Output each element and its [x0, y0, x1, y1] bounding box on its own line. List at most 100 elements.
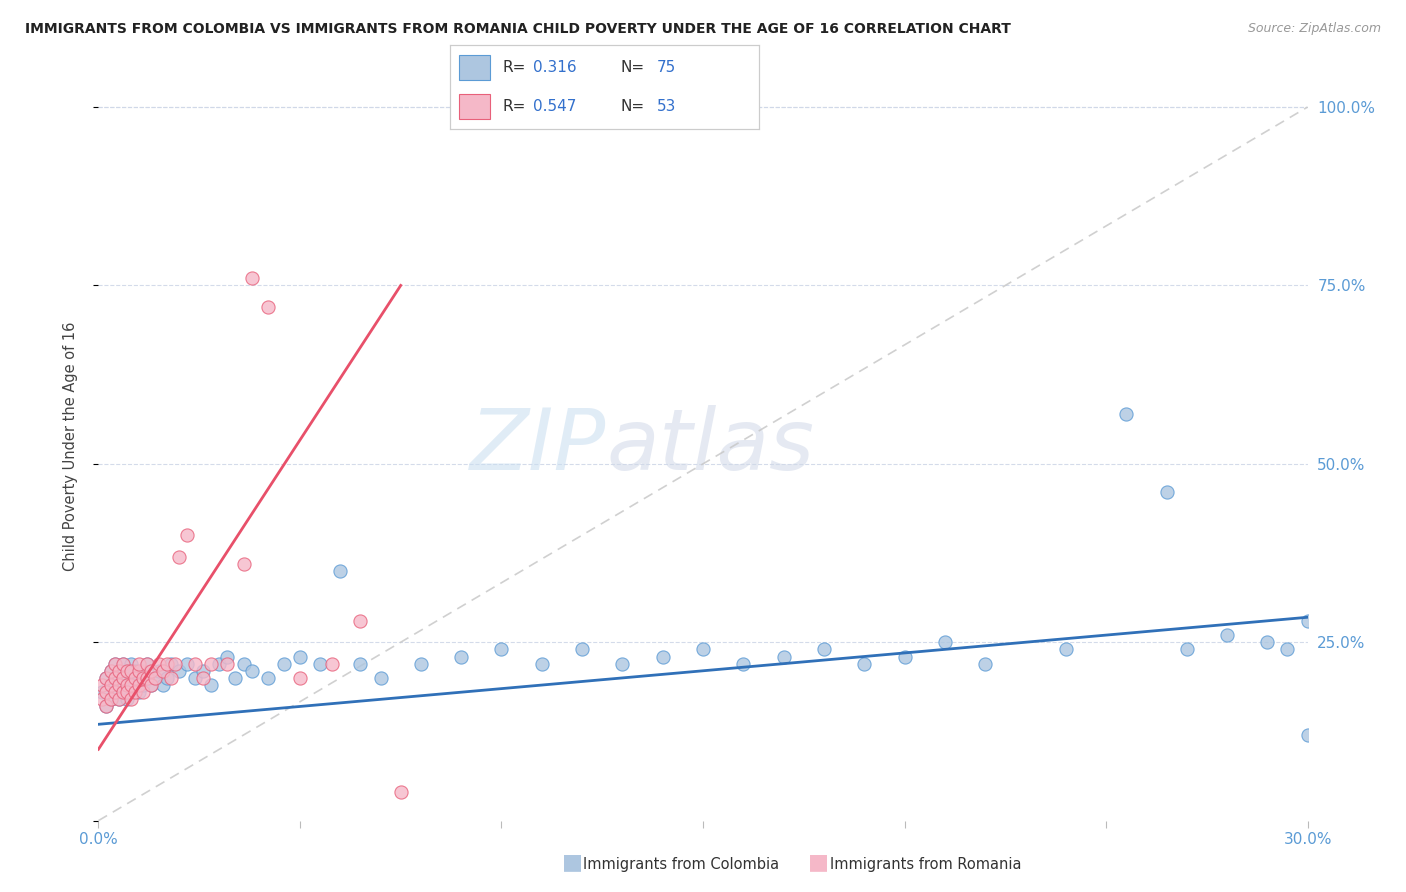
- Point: [152, 664, 174, 678]
- Point: [370, 671, 392, 685]
- FancyBboxPatch shape: [460, 54, 491, 80]
- Point: [148, 657, 170, 671]
- Point: [571, 642, 593, 657]
- Point: [132, 685, 155, 699]
- Point: [120, 671, 142, 685]
- Point: [100, 692, 122, 706]
- Point: [111, 657, 134, 671]
- Point: [132, 664, 155, 678]
- Point: [111, 685, 134, 699]
- Point: [111, 671, 134, 685]
- Point: [107, 692, 129, 706]
- Point: [91, 685, 114, 699]
- Text: ZIP: ZIP: [470, 404, 606, 488]
- Point: [103, 685, 125, 699]
- Text: Immigrants from Romania: Immigrants from Romania: [830, 857, 1021, 872]
- Point: [1296, 614, 1319, 628]
- Point: [103, 685, 125, 699]
- Point: [143, 671, 166, 685]
- Point: [103, 657, 125, 671]
- Point: [115, 678, 138, 692]
- Point: [733, 657, 755, 671]
- Point: [193, 671, 215, 685]
- Point: [329, 564, 352, 578]
- Point: [184, 671, 207, 685]
- Point: [273, 657, 295, 671]
- Point: [124, 671, 146, 685]
- Point: [1175, 642, 1198, 657]
- Point: [193, 664, 215, 678]
- Point: [107, 692, 129, 706]
- Point: [111, 671, 134, 685]
- Point: [200, 678, 222, 692]
- Point: [115, 692, 138, 706]
- Point: [91, 692, 114, 706]
- Text: R=: R=: [502, 60, 526, 75]
- Point: [128, 685, 150, 699]
- Point: [96, 699, 118, 714]
- Point: [321, 657, 343, 671]
- Point: [409, 657, 432, 671]
- Point: [124, 685, 146, 699]
- Point: [120, 678, 142, 692]
- Point: [100, 678, 122, 692]
- Point: [692, 642, 714, 657]
- Point: [120, 664, 142, 678]
- Point: [240, 664, 263, 678]
- Point: [893, 649, 915, 664]
- Text: 0.316: 0.316: [533, 60, 576, 75]
- Text: 75: 75: [657, 60, 676, 75]
- Point: [120, 692, 142, 706]
- Point: [256, 671, 278, 685]
- Point: [107, 664, 129, 678]
- Point: [1277, 642, 1299, 657]
- Point: [124, 664, 146, 678]
- Point: [139, 678, 162, 692]
- Point: [156, 657, 179, 671]
- Point: [217, 649, 239, 664]
- Point: [160, 671, 183, 685]
- Text: 0.547: 0.547: [533, 99, 576, 114]
- Point: [1115, 407, 1137, 421]
- Text: 53: 53: [657, 99, 676, 114]
- Point: [128, 678, 150, 692]
- Point: [160, 657, 183, 671]
- Point: [143, 671, 166, 685]
- Point: [100, 664, 122, 678]
- Point: [132, 671, 155, 685]
- Text: Immigrants from Colombia: Immigrants from Colombia: [583, 857, 779, 872]
- Point: [115, 678, 138, 692]
- Point: [100, 678, 122, 692]
- Point: [103, 671, 125, 685]
- Point: [100, 692, 122, 706]
- Point: [612, 657, 634, 671]
- Point: [103, 671, 125, 685]
- Text: N=: N=: [620, 60, 644, 75]
- Point: [309, 657, 332, 671]
- Point: [1216, 628, 1239, 642]
- Point: [111, 685, 134, 699]
- Point: [853, 657, 876, 671]
- Point: [107, 678, 129, 692]
- Point: [135, 657, 157, 671]
- Point: [349, 614, 371, 628]
- Point: [128, 664, 150, 678]
- Text: ■: ■: [562, 853, 583, 872]
- Point: [124, 678, 146, 692]
- Point: [389, 785, 412, 799]
- Text: R=: R=: [502, 99, 526, 114]
- Point: [232, 557, 254, 571]
- Point: [100, 664, 122, 678]
- Point: [200, 657, 222, 671]
- Point: [96, 699, 118, 714]
- Point: [107, 678, 129, 692]
- Point: [1296, 728, 1319, 742]
- Point: [167, 664, 190, 678]
- Point: [115, 664, 138, 678]
- Point: [232, 657, 254, 671]
- Point: [135, 671, 157, 685]
- Point: [240, 271, 263, 285]
- Point: [176, 528, 198, 542]
- Point: [115, 664, 138, 678]
- Point: [139, 664, 162, 678]
